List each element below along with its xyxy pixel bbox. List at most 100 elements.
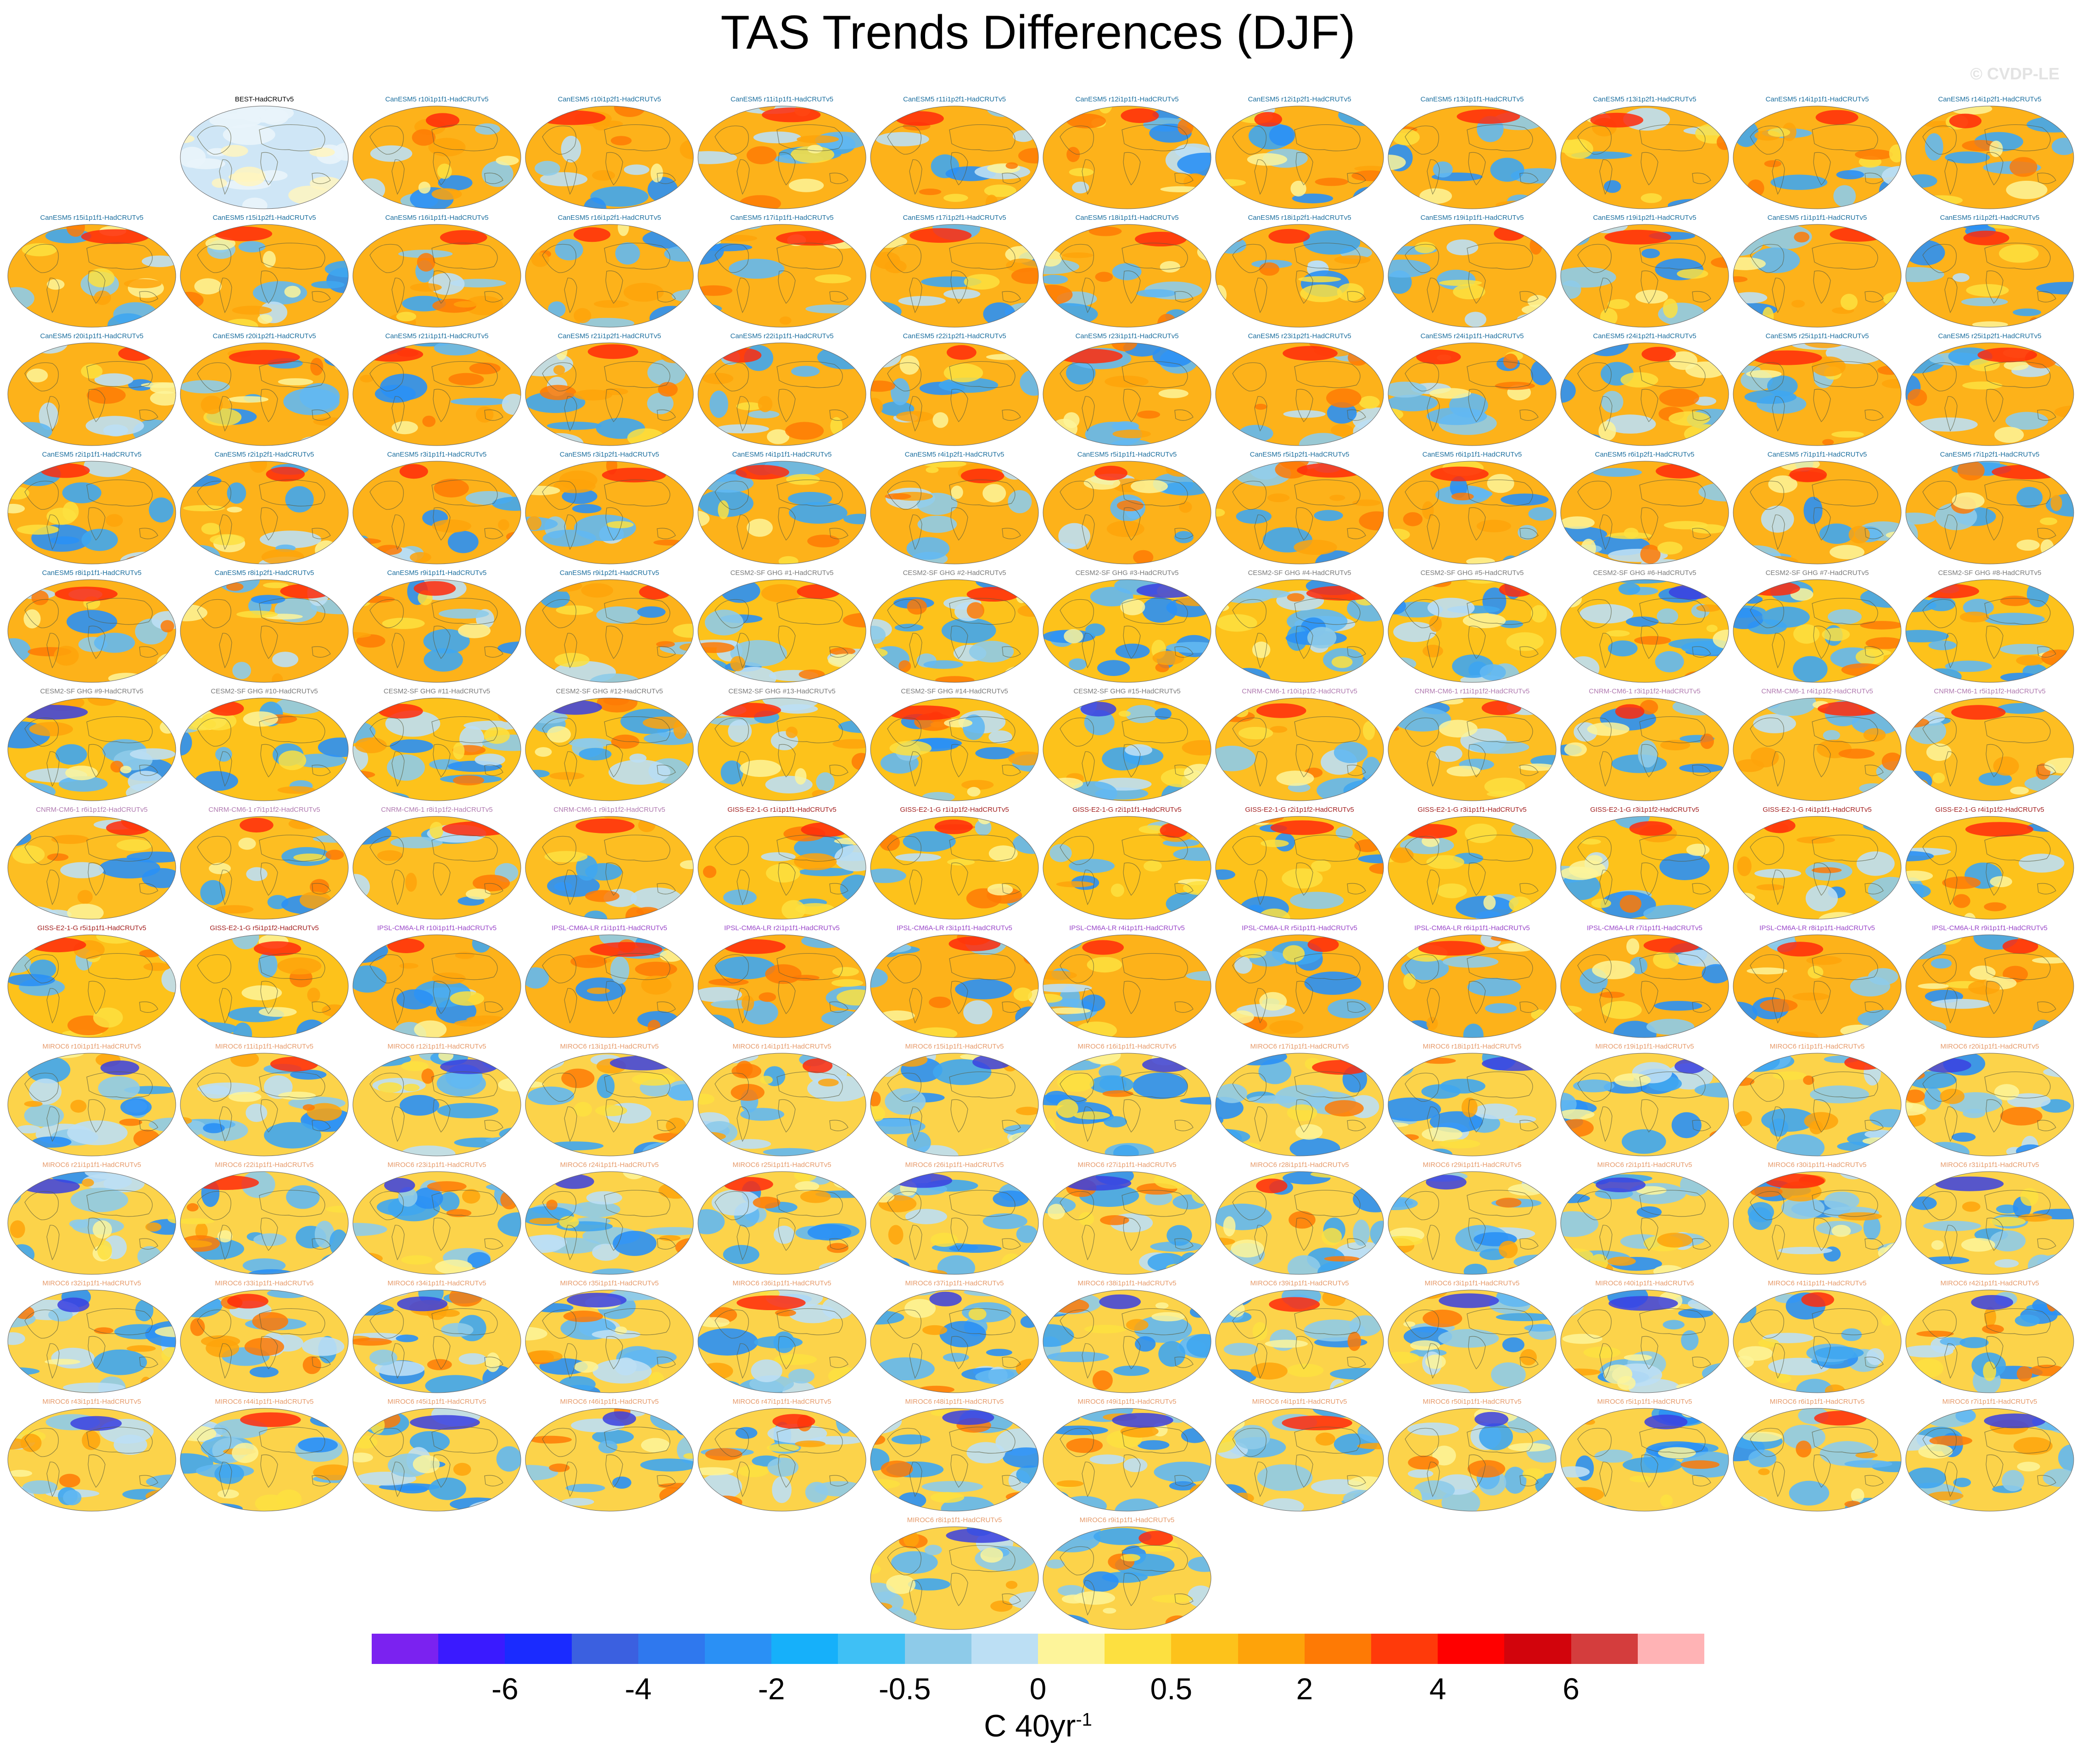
map-panel-image <box>352 1053 521 1156</box>
colorbar-box <box>1171 1634 1239 1664</box>
map-panel-image <box>698 106 866 209</box>
colorbar-tick-label: 0.5 <box>1150 1672 1193 1706</box>
map-panel-image <box>1043 579 1211 683</box>
panel-title: CanESM5 r12i1p2f1-HadCRUTv5 <box>1248 95 1351 103</box>
map-panel: CNRM-CM6-1 r9i1p1f2-HadCRUTv5 <box>524 806 695 921</box>
panel-title: CanESM5 r25i1p1f1-HadCRUTv5 <box>1765 332 1869 340</box>
panel-title: CanESM5 r21i1p2f1-HadCRUTv5 <box>558 332 661 340</box>
panel-title: CESM2-SF GHG #4-HadCRUTv5 <box>1248 569 1351 577</box>
panel-title: BEST-HadCRUTv5 <box>234 95 294 103</box>
panel-title: CanESM5 r2i1p1f1-HadCRUTv5 <box>42 451 142 458</box>
map-panel: MIROC6 r48i1p1f1-HadCRUTv5 <box>869 1398 1040 1513</box>
map-panel: CESM2-SF GHG #1-HadCRUTv5 <box>697 569 867 685</box>
map-panel: CanESM5 r1i1p1f1-HadCRUTv5 <box>1732 214 1903 329</box>
map-panel-image <box>1215 579 1384 683</box>
map-panel: CanESM5 r19i1p2f1-HadCRUTv5 <box>1559 214 1730 329</box>
map-panel: CNRM-CM6-1 r5i1p1f2-HadCRUTv5 <box>1904 687 2075 803</box>
colorbar-box <box>1238 1634 1305 1664</box>
panel-title: MIROC6 r22i1p1f1-HadCRUTv5 <box>215 1161 314 1169</box>
map-panel-image <box>352 1171 521 1275</box>
map-panel: CESM2-SF GHG #14-HadCRUTv5 <box>869 687 1040 803</box>
colorbar-tick-label: -6 <box>491 1672 519 1706</box>
panel-title: MIROC6 r3i1p1f1-HadCRUTv5 <box>1424 1279 1520 1287</box>
panel-title: MIROC6 r36i1p1f1-HadCRUTv5 <box>732 1279 832 1287</box>
panel-title: CanESM5 r6i1p2f1-HadCRUTv5 <box>1595 451 1695 458</box>
panel-title: MIROC6 r33i1p1f1-HadCRUTv5 <box>215 1279 314 1287</box>
map-panel: CanESM5 r2i1p1f1-HadCRUTv5 <box>6 451 177 566</box>
colorbar-tick-label: -2 <box>758 1672 785 1706</box>
colorbar-box <box>438 1634 505 1664</box>
map-panel-image <box>1043 1290 1211 1393</box>
map-panel: CNRM-CM6-1 r3i1p1f2-HadCRUTv5 <box>1559 687 1730 803</box>
panel-title: CanESM5 r25i1p2f1-HadCRUTv5 <box>1938 332 2042 340</box>
map-panel: MIROC6 r26i1p1f1-HadCRUTv5 <box>869 1161 1040 1277</box>
map-panel: IPSL-CM6A-LR r9i1p1f1-HadCRUTv5 <box>1904 924 2075 1040</box>
map-panel: CanESM5 r8i1p2f1-HadCRUTv5 <box>179 569 350 685</box>
panel-title: MIROC6 r48i1p1f1-HadCRUTv5 <box>905 1398 1004 1406</box>
panel-title: CESM2-SF GHG #12-HadCRUTv5 <box>556 687 663 695</box>
map-panel: MIROC6 r21i1p1f1-HadCRUTv5 <box>6 1161 177 1277</box>
panel-title: MIROC6 r49i1p1f1-HadCRUTv5 <box>1077 1398 1177 1406</box>
map-panel-image <box>1560 1408 1729 1512</box>
map-panel: CanESM5 r21i1p1f1-HadCRUTv5 <box>352 332 522 448</box>
map-panel: CanESM5 r23i1p1f1-HadCRUTv5 <box>1042 332 1212 448</box>
panel-title: CanESM5 r6i1p1f1-HadCRUTv5 <box>1422 451 1522 458</box>
map-panel: CNRM-CM6-1 r6i1p1f2-HadCRUTv5 <box>6 806 177 921</box>
map-panel: CanESM5 r10i1p1f1-HadCRUTv5 <box>352 95 522 211</box>
map-panel-image <box>180 934 349 1038</box>
map-panel-image <box>1905 106 2074 209</box>
panel-title: MIROC6 r39i1p1f1-HadCRUTv5 <box>1250 1279 1349 1287</box>
map-panel: MIROC6 r31i1p1f1-HadCRUTv5 <box>1904 1161 2075 1277</box>
map-panel-image <box>1215 1171 1384 1275</box>
map-panel: CanESM5 r16i1p2f1-HadCRUTv5 <box>524 214 695 329</box>
panel-title: MIROC6 r20i1p1f1-HadCRUTv5 <box>1940 1043 2039 1050</box>
colorbar-box <box>904 1634 972 1664</box>
map-panel: MIROC6 r34i1p1f1-HadCRUTv5 <box>352 1279 522 1395</box>
panel-title: GISS-E2-1-G r2i1p1f2-HadCRUTv5 <box>1245 806 1354 814</box>
panel-title: CNRM-CM6-1 r10i1p1f2-HadCRUTv5 <box>1242 687 1357 695</box>
panel-title: CanESM5 r16i1p2f1-HadCRUTv5 <box>558 214 661 222</box>
map-panel-image <box>352 698 521 801</box>
panel-title: MIROC6 r30i1p1f1-HadCRUTv5 <box>1768 1161 1867 1169</box>
map-panel-image <box>698 1053 866 1156</box>
map-panel-image <box>1905 1290 2074 1393</box>
map-panel: MIROC6 r15i1p1f1-HadCRUTv5 <box>869 1043 1040 1158</box>
panel-title: MIROC6 r29i1p1f1-HadCRUTv5 <box>1423 1161 1522 1169</box>
panel-title: MIROC6 r1i1p1f1-HadCRUTv5 <box>1769 1043 1865 1050</box>
map-panel: CanESM5 r22i1p1f1-HadCRUTv5 <box>697 332 867 448</box>
panel-title: IPSL-CM6A-LR r8i1p1f1-HadCRUTv5 <box>1759 924 1875 932</box>
panel-title: MIROC6 r13i1p1f1-HadCRUTv5 <box>560 1043 659 1050</box>
map-panel-image <box>698 461 866 564</box>
map-panel-image <box>525 1053 694 1156</box>
map-panel-image <box>1388 816 1557 920</box>
map-panel: MIROC6 r11i1p1f1-HadCRUTv5 <box>179 1043 350 1158</box>
colorbar-box <box>1438 1634 1505 1664</box>
map-panel-image <box>1043 106 1211 209</box>
map-panel: GISS-E2-1-G r5i1p1f2-HadCRUTv5 <box>179 924 350 1040</box>
map-panel-image <box>1560 934 1729 1038</box>
map-panel: MIROC6 r13i1p1f1-HadCRUTv5 <box>524 1043 695 1158</box>
panel-title: GISS-E2-1-G r2i1p1f1-HadCRUTv5 <box>1072 806 1182 814</box>
map-panel: CanESM5 r3i1p1f1-HadCRUTv5 <box>352 451 522 566</box>
panel-title: CanESM5 r10i1p2f1-HadCRUTv5 <box>558 95 661 103</box>
map-panel: MIROC6 r49i1p1f1-HadCRUTv5 <box>1042 1398 1212 1513</box>
map-panel: MIROC6 r44i1p1f1-HadCRUTv5 <box>179 1398 350 1513</box>
panel-title: CNRM-CM6-1 r11i1p1f2-HadCRUTv5 <box>1414 687 1530 695</box>
map-panel-image <box>180 1290 349 1393</box>
map-panel-image <box>525 816 694 920</box>
panel-title: CanESM5 r17i1p1f1-HadCRUTv5 <box>730 214 834 222</box>
map-panel-image <box>7 934 176 1038</box>
map-panel-image <box>698 1171 866 1275</box>
map-panel: MIROC6 r4i1p1f1-HadCRUTv5 <box>1214 1398 1385 1513</box>
panel-title: MIROC6 r44i1p1f1-HadCRUTv5 <box>215 1398 314 1406</box>
map-panel-image <box>1215 224 1384 328</box>
panel-title: MIROC6 r7i1p1f1-HadCRUTv5 <box>1942 1398 2037 1406</box>
map-panel-image <box>870 816 1039 920</box>
map-panel: CanESM5 r9i1p2f1-HadCRUTv5 <box>524 569 695 685</box>
map-panel: CanESM5 r5i1p2f1-HadCRUTv5 <box>1214 451 1385 566</box>
panel-title: CanESM5 r12i1p1f1-HadCRUTv5 <box>1075 95 1179 103</box>
map-panel: CanESM5 r17i1p2f1-HadCRUTv5 <box>869 214 1040 329</box>
map-panel-image <box>1733 106 1902 209</box>
map-panel: MIROC6 r27i1p1f1-HadCRUTv5 <box>1042 1161 1212 1277</box>
panel-title: CESM2-SF GHG #13-HadCRUTv5 <box>728 687 836 695</box>
